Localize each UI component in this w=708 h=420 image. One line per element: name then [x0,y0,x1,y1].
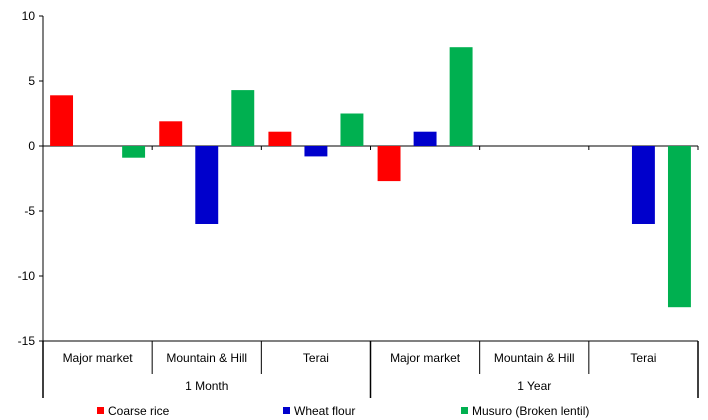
bar-musuro-broken-lentil-3 [449,47,473,147]
bar-musuro-broken-lentil-0 [122,146,146,158]
x-axis: Major market Mountain & Hill Terai Major ma… [42,340,699,398]
y-tick-label: -15 [18,334,36,348]
bars [50,47,691,308]
category-label: Mountain & Hill [494,351,575,365]
category-label: Terai [630,351,656,365]
legend-swatch [283,407,290,414]
legend-label: Coarse rice [108,404,170,418]
bar-coarse-rice-0 [50,95,74,146]
group-label: 1 Month [185,379,228,393]
y-tick-label: 0 [28,139,35,153]
legend-label: Wheat flour [294,404,355,418]
legend: Coarse rice Wheat flour Musuro (Broken len… [97,404,589,418]
bar-coarse-rice-2 [268,131,292,146]
bar-wheat-flour-2 [304,146,328,157]
bar-wheat-flour-5 [631,146,655,224]
bar-coarse-rice-1 [159,121,183,146]
group-label: 1 Year [517,379,551,393]
bar-musuro-broken-lentil-5 [667,146,691,308]
bar-coarse-rice-3 [377,146,401,182]
y-tick-label: 10 [22,9,36,23]
category-label: Mountain & Hill [166,351,247,365]
bar-wheat-flour-3 [413,131,437,146]
y-axis: 10 5 0 -5 -10 -15 [18,9,699,348]
bar-wheat-flour-1 [195,146,219,224]
bar-musuro-broken-lentil-1 [231,90,255,146]
y-tick-label: 5 [28,74,35,88]
legend-label: Musuro (Broken lentil) [472,404,589,418]
category-label: Major market [390,351,461,365]
category-label: Major market [63,351,134,365]
y-tick-label: -10 [18,269,36,283]
category-label: Terai [303,351,329,365]
legend-swatch [461,407,468,414]
legend-swatch [97,407,104,414]
y-tick-label: -5 [24,204,35,218]
bar-musuro-broken-lentil-2 [340,113,364,146]
